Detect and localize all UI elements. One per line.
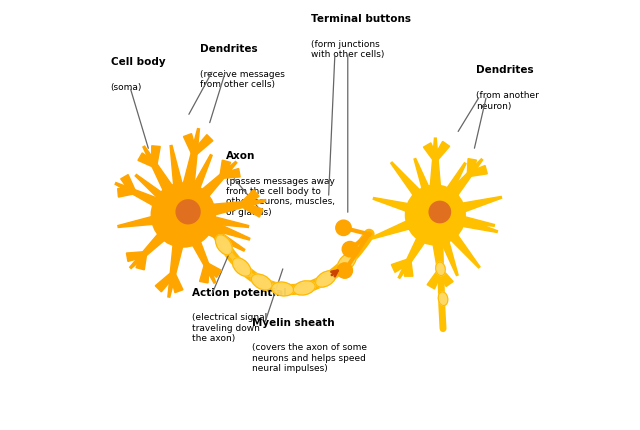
Polygon shape — [143, 146, 175, 194]
Polygon shape — [121, 175, 135, 193]
Polygon shape — [191, 154, 212, 192]
Polygon shape — [156, 273, 175, 292]
Polygon shape — [440, 237, 458, 276]
Text: Action potential: Action potential — [192, 288, 287, 298]
Circle shape — [151, 183, 215, 247]
Circle shape — [337, 263, 353, 278]
Text: Terminal buttons: Terminal buttons — [312, 14, 412, 24]
Polygon shape — [438, 269, 453, 286]
Text: (form junctions
with other cells): (form junctions with other cells) — [312, 40, 385, 59]
Polygon shape — [241, 202, 263, 217]
Polygon shape — [209, 200, 266, 216]
Text: Dendrites: Dendrites — [200, 44, 258, 54]
Polygon shape — [414, 159, 430, 192]
Polygon shape — [209, 216, 249, 227]
Polygon shape — [138, 153, 156, 167]
Text: (passes messages away
from the cell body to
other neurons, muscles,
or glands): (passes messages away from the cell body… — [226, 177, 335, 217]
Polygon shape — [207, 220, 250, 240]
Polygon shape — [204, 224, 245, 251]
Polygon shape — [205, 263, 221, 277]
Polygon shape — [200, 265, 209, 283]
Ellipse shape — [316, 271, 336, 287]
Polygon shape — [199, 161, 237, 200]
Polygon shape — [427, 269, 442, 289]
Polygon shape — [448, 159, 483, 199]
Circle shape — [176, 200, 200, 224]
Ellipse shape — [337, 253, 356, 271]
Polygon shape — [391, 162, 422, 199]
Text: Axon: Axon — [226, 151, 255, 161]
Polygon shape — [127, 252, 145, 261]
Text: (receive messages
from other cells): (receive messages from other cells) — [200, 70, 285, 89]
Ellipse shape — [216, 235, 232, 255]
Circle shape — [336, 220, 351, 236]
Polygon shape — [168, 241, 184, 297]
Polygon shape — [115, 182, 161, 208]
Polygon shape — [136, 254, 147, 270]
Polygon shape — [459, 218, 497, 233]
Polygon shape — [184, 134, 196, 154]
Polygon shape — [469, 166, 487, 176]
Ellipse shape — [252, 274, 272, 290]
Ellipse shape — [438, 292, 448, 306]
Polygon shape — [135, 175, 165, 200]
Text: (from another
neuron): (from another neuron) — [476, 91, 539, 111]
Polygon shape — [222, 169, 240, 178]
Circle shape — [406, 185, 465, 245]
Polygon shape — [191, 238, 216, 283]
Polygon shape — [467, 159, 477, 175]
Polygon shape — [404, 261, 413, 276]
Polygon shape — [445, 163, 466, 195]
Ellipse shape — [436, 262, 445, 276]
Polygon shape — [220, 160, 230, 176]
Polygon shape — [130, 231, 168, 269]
Circle shape — [429, 201, 451, 223]
Polygon shape — [152, 146, 160, 165]
Polygon shape — [118, 215, 157, 227]
Circle shape — [342, 242, 358, 257]
Polygon shape — [373, 197, 412, 212]
Polygon shape — [170, 145, 183, 189]
Polygon shape — [448, 231, 480, 268]
Text: Myelin sheath: Myelin sheath — [252, 317, 334, 328]
Polygon shape — [118, 189, 133, 197]
Polygon shape — [424, 143, 437, 160]
Polygon shape — [371, 219, 413, 239]
Ellipse shape — [293, 281, 315, 295]
Text: Cell body: Cell body — [111, 57, 165, 67]
Polygon shape — [430, 138, 441, 190]
Text: Dendrites: Dendrites — [476, 65, 534, 76]
Polygon shape — [460, 216, 495, 226]
Text: (electrical signal
traveling down
the axon): (electrical signal traveling down the ax… — [192, 313, 267, 343]
Polygon shape — [391, 259, 410, 272]
Polygon shape — [433, 141, 450, 161]
Polygon shape — [398, 235, 427, 278]
Ellipse shape — [232, 258, 251, 276]
Polygon shape — [182, 129, 200, 189]
Text: (covers the axon of some
neurons and helps speed
neural impulses): (covers the axon of some neurons and hel… — [252, 343, 367, 373]
Polygon shape — [170, 273, 183, 293]
Polygon shape — [433, 240, 443, 292]
Ellipse shape — [271, 282, 294, 296]
Text: (soma): (soma) — [111, 83, 142, 92]
Polygon shape — [459, 197, 502, 213]
Polygon shape — [241, 190, 259, 206]
Polygon shape — [193, 135, 213, 155]
